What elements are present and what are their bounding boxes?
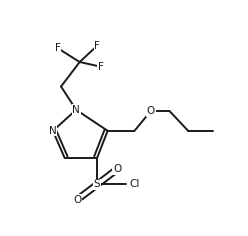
Text: F: F	[98, 62, 104, 72]
Text: N: N	[49, 126, 57, 136]
Text: O: O	[113, 164, 121, 174]
Text: F: F	[94, 41, 100, 51]
Text: O: O	[73, 195, 82, 205]
Text: S: S	[94, 179, 100, 190]
Text: O: O	[147, 106, 155, 116]
Text: N: N	[72, 105, 80, 115]
Text: Cl: Cl	[130, 179, 140, 190]
Text: F: F	[55, 43, 61, 53]
